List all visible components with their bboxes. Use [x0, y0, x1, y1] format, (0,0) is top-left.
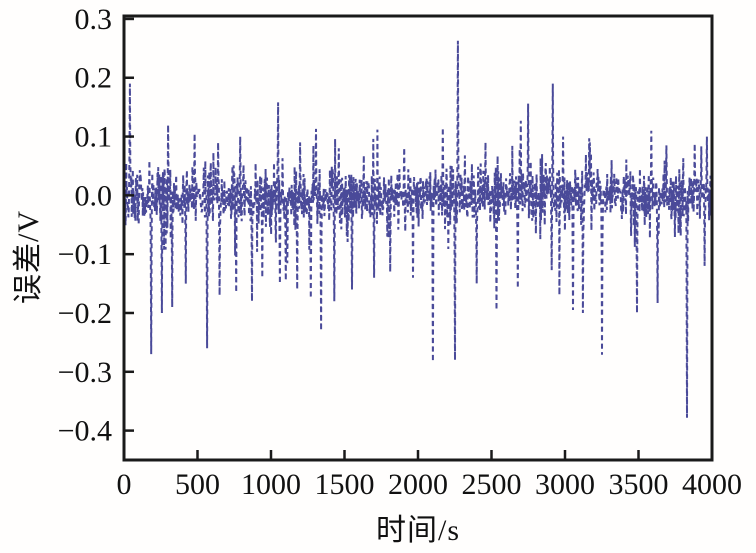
x-axis-tick-label: 1500	[315, 468, 375, 501]
y-axis-title: 误差/V	[12, 210, 45, 304]
y-axis-tick-label: −0.3	[58, 356, 112, 389]
y-axis-tick-label: −0.4	[58, 415, 112, 448]
x-axis-title: 时间/s	[375, 514, 460, 547]
y-axis-tick-label: 0.1	[75, 121, 113, 154]
x-axis-tick-label: 2000	[388, 468, 448, 501]
y-axis-tick-label: −0.2	[58, 297, 112, 330]
x-axis-tick-label: 4000	[682, 468, 742, 501]
plot-frame	[122, 14, 714, 462]
x-axis-tick-label: 3500	[609, 468, 669, 501]
y-axis-tick-label: 0.2	[75, 62, 113, 95]
y-axis-tick-label: 0.3	[75, 3, 113, 36]
x-axis-tick-label: 1000	[241, 468, 301, 501]
x-axis-tick-label: 3000	[535, 468, 595, 501]
y-axis-tick-label: −0.1	[58, 238, 112, 271]
y-axis-tick-label: 0.0	[75, 179, 113, 212]
x-axis-tick-label: 2500	[462, 468, 522, 501]
x-axis-tick-label: 500	[175, 468, 220, 501]
x-axis-tick-label: 0	[117, 468, 132, 501]
error-series-line	[124, 40, 712, 418]
